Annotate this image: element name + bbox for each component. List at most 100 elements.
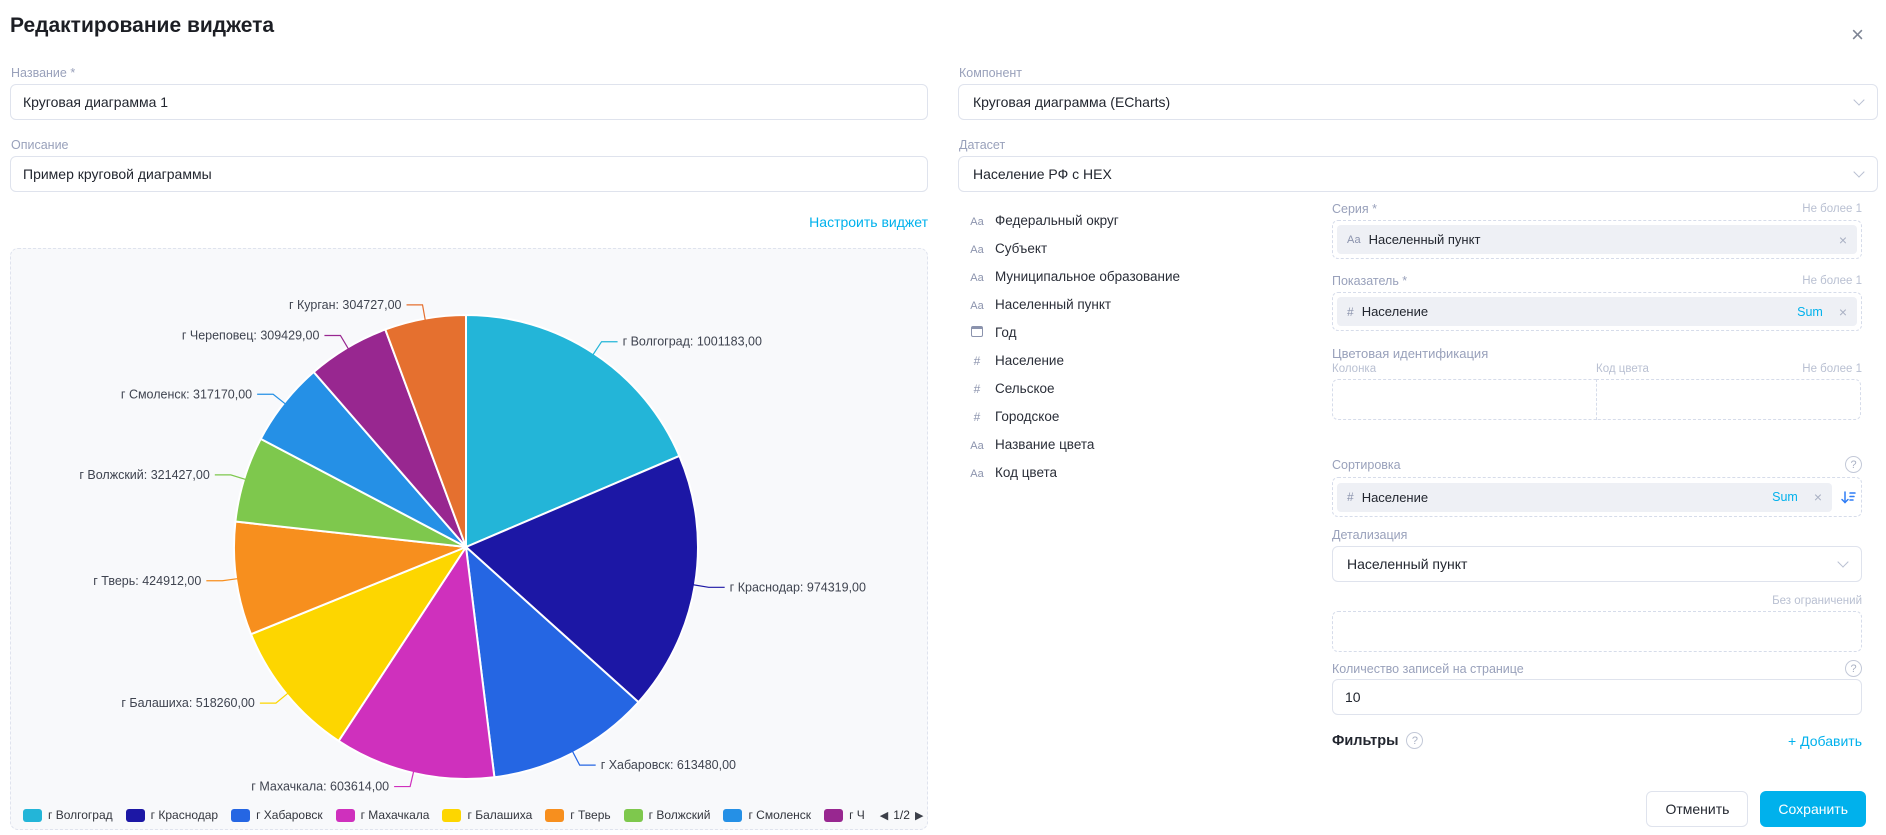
chevron-down-icon <box>1837 556 1848 567</box>
detail-value: Населенный пункт <box>1347 556 1467 572</box>
legend-item-label: г Волжский <box>649 808 711 822</box>
series-dropzone[interactable]: Аа Населенный пункт × <box>1332 220 1862 259</box>
remove-icon[interactable]: × <box>1839 232 1847 248</box>
dialog-footer: Отменить Сохранить <box>1646 791 1866 827</box>
help-icon[interactable]: ? <box>1845 456 1862 473</box>
legend-swatch-icon <box>231 809 250 822</box>
add-filter-button[interactable]: + Добавить <box>1788 733 1862 749</box>
legend-item[interactable]: г Волжский <box>624 808 711 822</box>
color-column-dropzone[interactable] <box>1332 379 1597 420</box>
pie-chart: г Волгоград: 1001183,00г Краснодар: 9743… <box>11 251 929 796</box>
pie-label: г Хабаровск: 613480,00 <box>601 758 736 772</box>
dataset-field[interactable]: Аа Населенный пункт <box>968 294 1308 314</box>
sort-desc-icon[interactable] <box>1840 489 1857 506</box>
name-label: Название * <box>11 66 75 80</box>
series-chip[interactable]: Аа Населенный пункт × <box>1337 225 1857 254</box>
widget-edit-dialog: Редактирование виджета × Название * Опис… <box>0 0 1886 835</box>
legend-item[interactable]: г Хабаровск <box>231 808 323 822</box>
page-title: Редактирование виджета <box>10 14 274 38</box>
chart-preview-panel: г Волгоград: 1001183,00г Краснодар: 9743… <box>10 248 928 830</box>
series-chip-label: Населенный пункт <box>1369 232 1481 247</box>
legend-item[interactable]: г Краснодар <box>126 808 218 822</box>
legend-swatch-icon <box>824 809 843 822</box>
dataset-field[interactable]: АаКод цвета <box>968 462 1308 482</box>
dataset-field-label: Субъект <box>995 241 1047 256</box>
help-icon[interactable]: ? <box>1845 660 1862 677</box>
remove-icon[interactable]: × <box>1814 489 1822 505</box>
color-ident-label: Цветовая идентификация <box>1332 346 1488 361</box>
pie-label-line <box>691 584 725 587</box>
legend-swatch-icon <box>545 809 564 822</box>
series-label: Серия * <box>1332 202 1377 216</box>
dataset-field[interactable]: Год <box>968 322 1308 342</box>
legend-next-icon[interactable]: ▶ <box>915 809 923 822</box>
text-field-icon: Аа <box>968 297 986 312</box>
text-field-icon: Аа <box>968 437 986 452</box>
dataset-field-label: Населенный пункт <box>995 297 1111 312</box>
legend-item[interactable]: г Волгоград <box>23 808 113 822</box>
aggregation-badge[interactable]: Sum <box>1772 490 1798 504</box>
page-size-label: Количество записей на странице <box>1332 662 1524 676</box>
dataset-label: Датасет <box>959 138 1005 152</box>
legend-item[interactable]: г Махачкала <box>336 808 430 822</box>
color-code-dropzone[interactable] <box>1596 379 1861 420</box>
measure-chip[interactable]: # Население Sum × <box>1337 297 1857 326</box>
close-icon[interactable]: × <box>1851 24 1864 46</box>
dataset-value: Население РФ с HEX <box>973 166 1112 182</box>
legend-item[interactable]: г Смоленск <box>723 808 811 822</box>
detail-label: Детализация <box>1332 528 1407 542</box>
dataset-field[interactable]: АаМуниципальное образование <box>968 266 1308 286</box>
number-field-icon: # <box>968 381 986 396</box>
legend-swatch-icon <box>23 809 42 822</box>
pie-label: г Волжский: 321427,00 <box>79 468 209 482</box>
page-size-input[interactable] <box>1332 679 1862 715</box>
help-icon[interactable]: ? <box>1406 732 1423 749</box>
sorting-chip[interactable]: # Население Sum × <box>1337 483 1832 512</box>
sorting-dropzone[interactable]: # Население Sum × <box>1332 477 1862 517</box>
dataset-field-label: Код цвета <box>995 465 1057 480</box>
aggregation-badge[interactable]: Sum <box>1797 305 1823 319</box>
remove-icon[interactable]: × <box>1839 304 1847 320</box>
pie-label: г Волгоград: 1001183,00 <box>623 335 762 349</box>
dataset-field[interactable]: #Сельское <box>968 378 1308 398</box>
legend-item[interactable]: г Ч <box>824 808 865 822</box>
save-button[interactable]: Сохранить <box>1760 791 1866 827</box>
dataset-field[interactable]: #Городское <box>968 406 1308 426</box>
measure-label: Показатель * <box>1332 274 1407 288</box>
dataset-select[interactable]: Население РФ с HEX <box>958 156 1878 192</box>
cancel-button[interactable]: Отменить <box>1646 791 1748 827</box>
legend-item-label: г Хабаровск <box>256 808 323 822</box>
series-limit: Не более 1 <box>1802 203 1862 215</box>
number-field-icon: # <box>968 353 986 368</box>
chevron-down-icon <box>1853 166 1864 177</box>
pie-label: г Махачкала: 603614,00 <box>251 780 389 794</box>
legend-item-label: г Махачкала <box>361 808 430 822</box>
dataset-field[interactable]: АаНазвание цвета <box>968 434 1308 454</box>
pie-label: г Смоленск: 317170,00 <box>121 387 252 401</box>
limit-dropzone[interactable] <box>1332 611 1862 652</box>
sorting-label: Сортировка <box>1332 458 1401 472</box>
dataset-field-label: Население <box>995 353 1064 368</box>
legend-item-label: г Тверь <box>570 808 610 822</box>
legend-page-indicator: 1/2 <box>893 808 910 822</box>
legend-item[interactable]: г Балашиха <box>442 808 532 822</box>
color-limit: Не более 1 <box>1802 363 1862 375</box>
text-field-icon: Аа <box>968 213 986 228</box>
legend-item-label: г Волгоград <box>48 808 113 822</box>
configure-widget-link[interactable]: Настроить виджет <box>809 214 928 230</box>
legend-prev-icon[interactable]: ◀ <box>880 809 888 822</box>
detail-select[interactable]: Населенный пункт <box>1332 546 1862 582</box>
measure-dropzone[interactable]: # Население Sum × <box>1332 292 1862 331</box>
legend-item[interactable]: г Тверь <box>545 808 610 822</box>
name-input[interactable] <box>10 84 928 120</box>
description-input[interactable] <box>10 156 928 192</box>
dataset-field[interactable]: АаСубъект <box>968 238 1308 258</box>
no-limit-label: Без ограничений <box>1332 595 1862 607</box>
number-field-icon: # <box>968 409 986 424</box>
component-select[interactable]: Круговая диаграмма (ECharts) <box>958 84 1878 120</box>
dataset-field[interactable]: АаФедеральный округ <box>968 210 1308 230</box>
legend-swatch-icon <box>126 809 145 822</box>
legend-pager: ◀ 1/2 ▶ <box>880 808 924 822</box>
measure-limit: Не более 1 <box>1802 275 1862 287</box>
dataset-field[interactable]: # Население <box>968 350 1308 370</box>
